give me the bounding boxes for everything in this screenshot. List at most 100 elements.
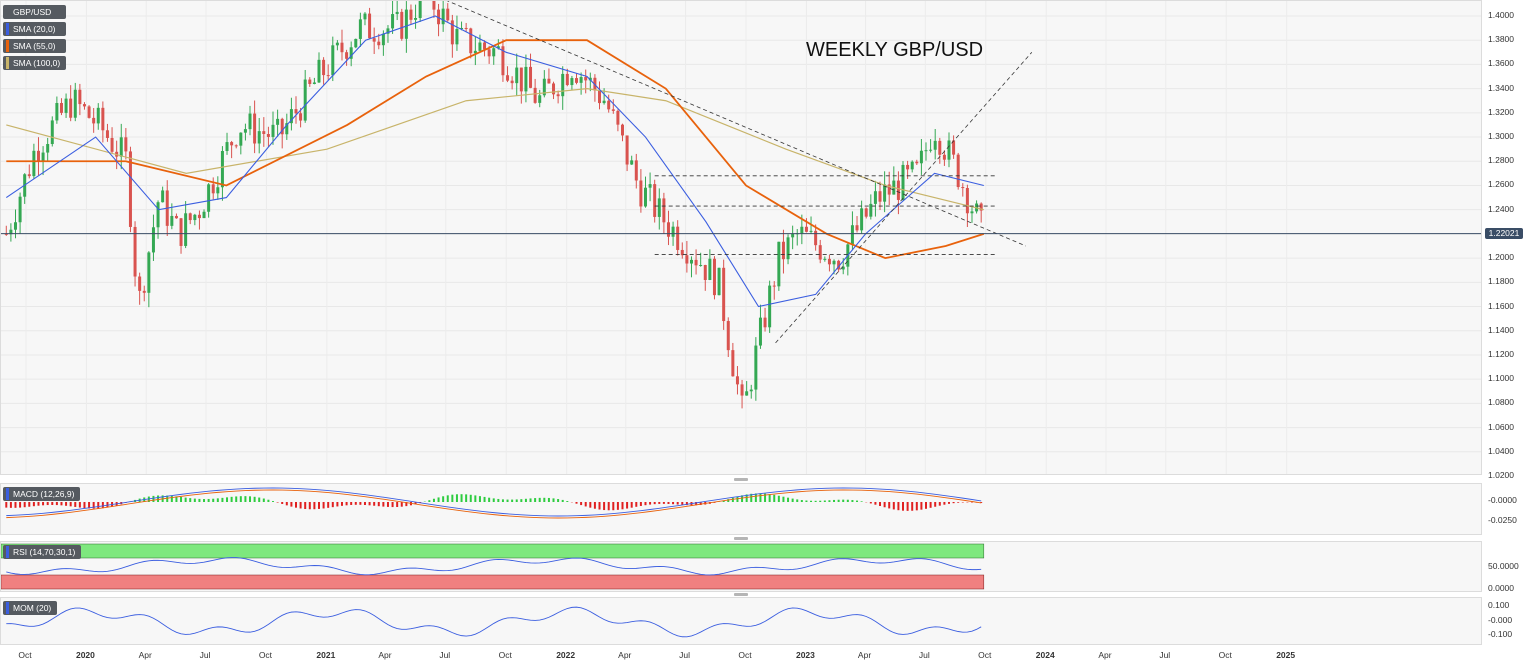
macd-histogram-bar [851,500,854,502]
macd-histogram-bar [244,496,247,502]
legend-sma55[interactable]: SMA (55,0) [3,39,67,53]
macd-histogram-bar [626,502,629,509]
macd-histogram-bar [607,502,610,511]
candle-body [869,203,873,217]
candle-body [262,131,266,134]
pane-splitter-handle[interactable] [734,478,748,481]
price-axis-tick: 1.1000 [1488,373,1514,384]
candle-body [432,1,436,10]
macd-swatch [6,488,9,500]
candle-body [188,213,192,221]
candle-body [965,188,969,214]
macd-histogram-bar [42,502,45,506]
price-axis-tick: 1.3600 [1488,58,1514,69]
candle-body [896,180,900,200]
candle-body [409,9,413,20]
macd-signal-line [6,489,982,519]
candle-body [565,73,569,86]
candle-body [616,110,620,125]
macd-histogram-bar [736,496,739,502]
candle-body [483,42,487,50]
macd-histogram-bar [428,500,431,502]
macd-histogram-bar [833,499,836,502]
macd-histogram-bar [957,502,960,503]
macd-histogram-bar [589,502,592,508]
candle-body [561,73,565,97]
candle-body [349,47,353,59]
mom-label-text: MOM (20) [13,603,52,613]
rsi-label[interactable]: RSI (14,70,30,1) [3,545,82,559]
legend-symbol[interactable]: GBP/USD [3,5,67,19]
candle-body [924,150,928,152]
macd-histogram-bar [221,497,224,502]
macd-histogram-bar [810,500,813,502]
macd-histogram-bar [791,498,794,502]
candle-body [128,151,132,227]
time-axis-tick: Jul [199,650,211,660]
legend-sma100[interactable]: SMA (100,0) [3,56,67,70]
macd-histogram-bar [538,497,541,502]
macd-histogram-bar [911,502,914,511]
macd-histogram-bar [170,495,173,502]
macd-histogram-bar [290,502,293,507]
price-chart-pane[interactable]: GBP/USD SMA (20,0) SMA (55,0) SMA (100,0… [0,0,1482,475]
candle-body [722,267,726,322]
candle-body [299,113,303,121]
candle-body [368,13,372,39]
legend-swatch-sma100 [6,57,9,69]
candle-body [55,102,59,121]
macd-histogram-bar [915,502,918,511]
macd-histogram-bar [382,502,385,507]
macd-histogram-bar [74,502,77,507]
price-axis[interactable]: 1.0200 1.0400 1.0600 1.0800 1.1000 1.1200 1.14… [1482,0,1536,480]
time-axis[interactable]: Oct 2020 Apr Jul Oct 2021 Apr Jul Oct 2022 Apr Jul O… [0,646,1482,664]
macd-histogram-bar [800,500,803,502]
time-axis-tick: Apr [618,650,632,660]
candle-body [41,152,45,162]
candle-body [96,107,100,124]
legend-sma20[interactable]: SMA (20,0) [3,22,67,36]
macd-label[interactable]: MACD (12,26,9) [3,487,81,501]
candle-body [496,46,500,49]
macd-histogram-bar [828,500,831,502]
pane-splitter-handle[interactable] [734,593,748,596]
macd-histogram-bar [405,502,408,507]
macd-histogram-bar [846,499,849,502]
macd-histogram-bar [814,500,817,502]
mom-label[interactable]: MOM (20) [3,601,58,615]
macd-histogram-bar [262,498,265,502]
macd-histogram-bar [787,497,790,502]
candle-body [666,222,670,237]
macd-histogram-bar [745,494,748,502]
macd-histogram-bar [584,502,587,507]
macd-histogram-bar [37,502,40,506]
candle-body [404,9,408,39]
candle-body [689,259,693,264]
time-axis-tick: Oct [258,650,273,660]
macd-histogram-bar [649,502,652,505]
pane-splitter-handle[interactable] [734,537,748,540]
candle-body [170,215,174,226]
macd-histogram-bar [621,502,624,510]
rsi-pane[interactable]: RSI (14,70,30,1) [0,541,1482,592]
candle-body [781,241,785,260]
price-chart-svg[interactable] [1,1,1482,475]
macd-histogram-bar [340,502,343,506]
candle-body [248,113,252,130]
macd-histogram-bar [32,502,35,507]
candle-body [933,140,937,150]
momentum-pane[interactable]: MOM (20) [0,597,1482,645]
macd-histogram-bar [612,502,615,511]
macd-pane[interactable]: MACD (12,26,9) [0,483,1482,535]
candle-body [174,215,178,219]
macd-histogram-bar [216,498,219,502]
candle-body [648,184,652,188]
macd-histogram-bar [557,499,560,502]
macd-histogram-bar [635,502,638,507]
candle-body [322,59,326,76]
candle-body [151,227,155,253]
candle-body [253,113,257,144]
candle-body [220,151,224,188]
macd-histogram-bar [14,502,17,508]
macd-histogram-bar [856,500,859,502]
